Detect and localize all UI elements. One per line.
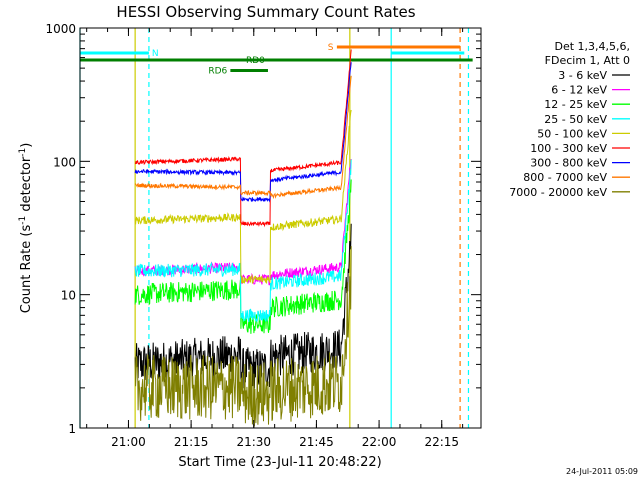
mode-bar-label-3: RD0 — [246, 56, 265, 66]
y-axis-label-mid: detector — [19, 156, 34, 216]
series-line-0 — [134, 223, 352, 389]
mode-bars: N S RD0 RD6 — [80, 43, 473, 77]
series-line-2 — [134, 179, 352, 334]
series-clip-group — [134, 49, 352, 427]
mode-bar-label-2: S — [328, 43, 334, 53]
legend: Det 1,3,4,5,6, FDecim 1, Att 0 3 - 6 keV… — [509, 40, 630, 199]
legend-header-line1: Det 1,3,4,5,6, — [554, 40, 630, 53]
x-tick-label-4: 22:00 — [362, 435, 397, 449]
axes: 21:00 21:15 21:30 21:45 22:00 22:15 1 10 100 1000 — [45, 22, 482, 449]
legend-label-1: 6 - 12 keV — [551, 84, 607, 97]
plot-frame — [79, 27, 482, 429]
x-tick-label-3: 21:45 — [299, 435, 334, 449]
series-line-8 — [134, 246, 352, 427]
legend-label-3: 25 - 50 keV — [544, 113, 607, 126]
series-line-7 — [134, 75, 352, 200]
legend-label-8: 7000 - 20000 keV — [509, 186, 607, 199]
x-tick-label-1: 21:15 — [174, 435, 209, 449]
series-line-5 — [134, 49, 352, 228]
series-group — [134, 49, 352, 427]
legend-header-line2: FDecim 1, Att 0 — [545, 54, 630, 67]
legend-label-2: 12 - 25 keV — [544, 98, 607, 111]
y-axis-label-close: ) — [19, 143, 34, 148]
x-tick-label-2: 21:30 — [236, 435, 271, 449]
legend-label-5: 100 - 300 keV — [530, 142, 607, 155]
legend-label-7: 800 - 7000 keV — [523, 171, 607, 184]
x-tick-label-0: 21:00 — [111, 435, 146, 449]
mode-bar-label-4: RD6 — [208, 67, 227, 77]
y-tick-label-0: 1 — [68, 422, 76, 436]
x-axis-label: Start Time (23-Jul-11 20:48:22) — [178, 455, 381, 470]
y-axis-label-exp2: -1 — [18, 148, 28, 157]
series-line-3 — [134, 159, 352, 323]
timestamp: 24-Jul-2011 05:09 — [566, 467, 638, 476]
y-axis-label-exp1: -1 — [18, 216, 28, 225]
y-tick-label-3: 1000 — [45, 22, 76, 36]
series-line-4 — [134, 109, 352, 284]
chart-title: HESSI Observing Summary Count Rates — [116, 3, 415, 21]
series-line-6 — [134, 62, 352, 203]
y-tick-label-1: 10 — [61, 289, 76, 303]
y-axis-label-main: Count Rate (s — [19, 225, 34, 314]
legend-label-4: 50 - 100 keV — [537, 127, 607, 140]
x-tick-label-5: 22:15 — [424, 435, 459, 449]
legend-label-6: 300 - 800 keV — [530, 157, 607, 170]
y-axis-label: Count Rate (s-1 detector-1) — [18, 143, 34, 314]
legend-label-0: 3 - 6 keV — [558, 69, 607, 82]
y-tick-label-2: 100 — [53, 155, 76, 169]
mode-bar-label-0: N — [152, 49, 159, 59]
